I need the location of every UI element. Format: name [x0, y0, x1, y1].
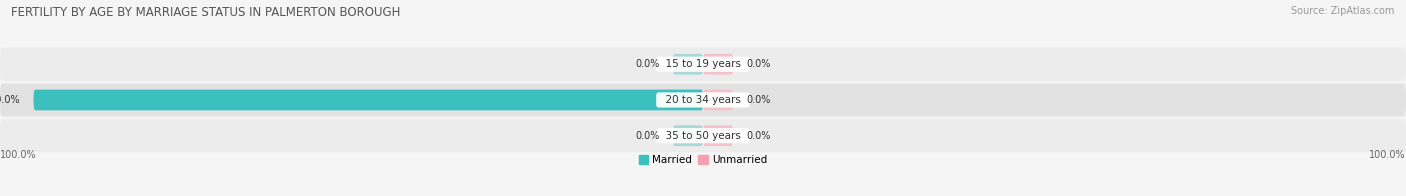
Text: 0.0%: 0.0%: [636, 131, 659, 141]
FancyBboxPatch shape: [673, 125, 703, 146]
FancyBboxPatch shape: [0, 83, 1406, 116]
Text: 0.0%: 0.0%: [747, 131, 770, 141]
Text: 15 to 19 years: 15 to 19 years: [659, 59, 747, 69]
Text: 100.0%: 100.0%: [0, 95, 20, 105]
Text: 100.0%: 100.0%: [1369, 150, 1406, 160]
FancyBboxPatch shape: [703, 54, 733, 75]
Text: FERTILITY BY AGE BY MARRIAGE STATUS IN PALMERTON BOROUGH: FERTILITY BY AGE BY MARRIAGE STATUS IN P…: [11, 6, 401, 19]
Text: 0.0%: 0.0%: [636, 59, 659, 69]
FancyBboxPatch shape: [0, 119, 1406, 152]
FancyBboxPatch shape: [703, 90, 733, 110]
FancyBboxPatch shape: [34, 90, 703, 110]
FancyBboxPatch shape: [673, 54, 703, 75]
Text: 35 to 50 years: 35 to 50 years: [659, 131, 747, 141]
Legend: Married, Unmarried: Married, Unmarried: [638, 155, 768, 165]
FancyBboxPatch shape: [703, 125, 733, 146]
Text: 100.0%: 100.0%: [0, 150, 37, 160]
FancyBboxPatch shape: [0, 48, 1406, 81]
Text: 20 to 34 years: 20 to 34 years: [659, 95, 747, 105]
Text: Source: ZipAtlas.com: Source: ZipAtlas.com: [1291, 6, 1395, 16]
Text: 0.0%: 0.0%: [747, 95, 770, 105]
Text: 0.0%: 0.0%: [747, 59, 770, 69]
